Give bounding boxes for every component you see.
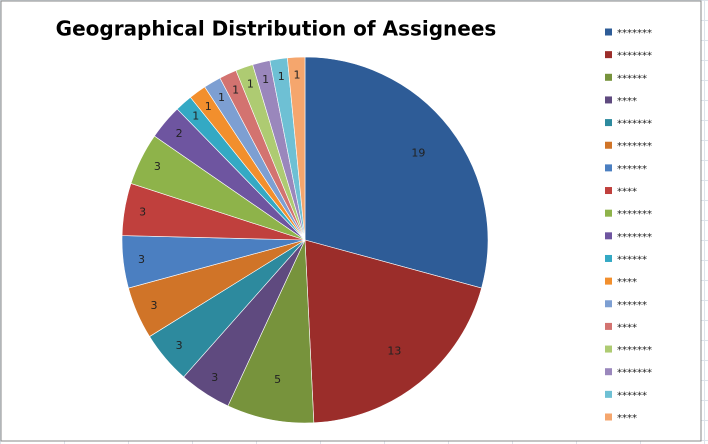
legend-swatch [605, 345, 612, 353]
legend-swatch [605, 232, 612, 240]
legend-swatch [605, 28, 612, 36]
legend-label: ******* [617, 51, 652, 62]
legend-label: ****** [617, 254, 647, 265]
legend-label: ******* [617, 141, 652, 152]
data-label: 1 [218, 91, 225, 104]
legend-label: **** [617, 96, 637, 107]
pie-slice [304, 239, 482, 424]
legend-label: ******* [617, 368, 652, 379]
legend-swatch [605, 277, 612, 285]
legend-swatch [605, 164, 612, 172]
data-label: 1 [247, 78, 254, 91]
legend-label: ******* [617, 345, 652, 356]
data-label: 3 [139, 205, 146, 218]
data-label: 19 [411, 146, 425, 159]
data-label: 5 [274, 373, 281, 386]
data-label: 1 [205, 100, 212, 113]
legend-label: ******* [617, 232, 652, 243]
data-label: 3 [176, 339, 183, 352]
legend-swatch [605, 119, 612, 127]
legend-label: ******* [617, 119, 652, 130]
legend-swatch [605, 390, 612, 398]
legend-swatch [605, 51, 612, 59]
chart-title: Geographical Distribution of Assignees [56, 17, 497, 41]
data-label: 3 [154, 160, 161, 173]
data-label: 1 [262, 73, 269, 86]
legend-label: ****** [617, 164, 647, 175]
data-label: 1 [278, 70, 285, 83]
legend-label: **** [617, 187, 637, 198]
data-label: 1 [294, 68, 301, 81]
legend-label: ****** [617, 73, 647, 84]
legend-swatch [605, 73, 612, 81]
data-label: 3 [138, 253, 145, 266]
data-label: 1 [232, 84, 239, 97]
legend-swatch [605, 322, 612, 330]
legend-swatch [605, 96, 612, 104]
legend-label: **** [617, 277, 637, 288]
legend-label: **** [617, 322, 637, 333]
legend-label: **** [617, 413, 637, 424]
legend-swatch [605, 368, 612, 376]
legend-swatch [605, 187, 612, 195]
legend-swatch [605, 300, 612, 308]
data-label: 2 [176, 127, 183, 140]
legend-label: ****** [617, 300, 647, 311]
legend-swatch [605, 209, 612, 217]
legend-swatch [605, 141, 612, 149]
legend-label: ******* [617, 28, 652, 39]
data-label: 13 [387, 344, 401, 357]
pie-slice [304, 56, 489, 289]
legend-swatch [605, 413, 612, 421]
legend-label: ****** [617, 390, 647, 401]
legend-label: ******* [617, 209, 652, 220]
data-label: 3 [151, 299, 158, 312]
pie-slice [287, 56, 306, 241]
data-label: 1 [192, 110, 199, 123]
legend-swatch [605, 254, 612, 262]
data-label: 3 [211, 371, 218, 384]
